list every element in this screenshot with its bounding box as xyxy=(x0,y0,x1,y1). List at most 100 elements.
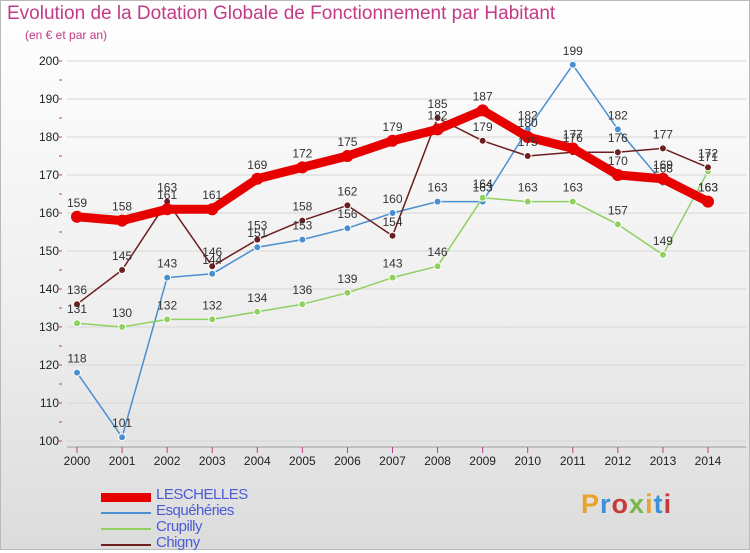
x-tick-label: 2010 xyxy=(514,454,541,468)
data-label-chigny: 179 xyxy=(473,120,493,134)
data-label-crupilly: 136 xyxy=(292,283,312,297)
legend-label: Chigny xyxy=(156,534,200,551)
data-point-chigny xyxy=(208,262,217,271)
data-point-esqueheries xyxy=(118,433,127,442)
x-tick-label: 2006 xyxy=(334,454,361,468)
data-label-leschelles: 158 xyxy=(112,200,132,214)
data-point-crupilly xyxy=(298,300,307,309)
data-label-chigny: 177 xyxy=(653,127,673,141)
data-label-leschelles: 169 xyxy=(247,158,267,172)
data-label-esqueheries: 156 xyxy=(337,207,357,221)
data-label-esqueheries: 118 xyxy=(67,352,86,366)
data-label-chigny: 136 xyxy=(67,283,87,297)
data-point-chigny xyxy=(118,266,127,274)
data-label-esqueheries: 168 xyxy=(653,162,673,176)
data-label-crupilly: 131 xyxy=(67,302,87,316)
grid xyxy=(67,60,746,442)
data-point-leschelles xyxy=(566,142,579,155)
data-label-leschelles: 161 xyxy=(157,188,177,202)
data-point-crupilly xyxy=(433,262,442,271)
data-point-leschelles xyxy=(251,172,264,185)
data-point-crupilly xyxy=(343,288,352,297)
data-label-crupilly: 171 xyxy=(698,150,718,164)
proxiti-logo: Proxiti xyxy=(581,489,672,520)
x-tick-label: 2008 xyxy=(424,454,451,468)
logo-letter: i xyxy=(645,489,654,519)
data-point-esqueheries xyxy=(568,60,577,69)
data-point-leschelles xyxy=(341,150,354,162)
data-point-crupilly xyxy=(388,273,397,282)
data-point-chigny xyxy=(613,148,622,157)
data-point-crupilly xyxy=(613,220,622,229)
y-tick-label: 100 xyxy=(39,434,59,448)
data-label-leschelles: 161 xyxy=(202,188,222,202)
data-point-esqueheries xyxy=(433,197,442,206)
data-label-leschelles: 179 xyxy=(382,120,402,134)
data-label-chigny: 176 xyxy=(563,131,583,145)
data-label-chigny: 185 xyxy=(428,97,448,111)
data-label-esqueheries: 163 xyxy=(473,181,493,195)
data-point-leschelles xyxy=(206,203,219,216)
data-label-crupilly: 132 xyxy=(157,298,177,312)
x-tick-label: 2004 xyxy=(244,454,271,468)
data-point-leschelles xyxy=(611,169,624,181)
data-label-leschelles: 177 xyxy=(563,127,583,141)
data-point-crupilly xyxy=(118,323,127,331)
y-tick-label: 180 xyxy=(39,130,59,144)
data-point-esqueheries xyxy=(73,368,81,377)
x-tick-label: 2014 xyxy=(695,454,722,468)
data-label-chigny: 154 xyxy=(382,215,402,229)
legend-label: LESCHELLES xyxy=(156,486,248,503)
logo-letter: i xyxy=(663,489,673,519)
data-label-esqueheries: 182 xyxy=(608,108,628,122)
data-point-esqueheries xyxy=(163,273,172,282)
legend-swatch xyxy=(101,493,151,502)
data-point-chigny xyxy=(253,235,262,244)
y-tick-label: 130 xyxy=(39,320,59,334)
legend-swatch xyxy=(101,512,151,514)
data-point-chigny xyxy=(298,216,307,225)
data-point-crupilly xyxy=(253,307,262,316)
data-point-esqueheries xyxy=(613,125,622,134)
data-label-crupilly: 163 xyxy=(563,181,583,195)
data-point-chigny xyxy=(704,163,712,172)
data-label-leschelles: 182 xyxy=(428,108,448,122)
data-point-leschelles xyxy=(161,203,174,216)
data-point-chigny xyxy=(388,231,397,240)
axes: 100 110 120 130 140 150 160 170 180 190 200 2000 200… xyxy=(39,54,746,468)
data-label-chigny: 162 xyxy=(337,184,357,198)
data-point-chigny xyxy=(73,300,81,309)
data-label-crupilly: 157 xyxy=(608,203,628,217)
data-label-chigny: 153 xyxy=(247,219,267,233)
data-point-crupilly xyxy=(163,315,172,324)
data-label-leschelles: 169 xyxy=(653,158,673,172)
data-label-crupilly: 146 xyxy=(428,245,448,259)
data-label-leschelles: 172 xyxy=(292,146,312,160)
data-label-leschelles: 180 xyxy=(518,116,538,130)
data-label-crupilly: 130 xyxy=(112,306,132,320)
data-label-leschelles: 159 xyxy=(67,196,87,210)
data-point-leschelles xyxy=(116,214,129,227)
legend-label: Esquéhéries xyxy=(156,502,234,519)
logo-letter: x xyxy=(629,489,646,519)
y-tick-label: 120 xyxy=(39,358,59,372)
y-tick-label: 150 xyxy=(39,244,59,258)
legend-swatch xyxy=(101,528,151,530)
data-label-chigny: 158 xyxy=(292,200,312,214)
data-label-esqueheries: 199 xyxy=(563,44,583,58)
data-label-leschelles: 187 xyxy=(473,89,493,103)
data-point-crupilly xyxy=(73,319,81,328)
x-tick-label: 2012 xyxy=(605,454,632,468)
logo-letter: o xyxy=(611,489,630,519)
data-point-esqueheries xyxy=(208,269,217,278)
data-point-esqueheries xyxy=(343,224,352,233)
data-label-chigny: 145 xyxy=(112,249,132,263)
legend-swatch xyxy=(101,544,151,546)
data-label-crupilly: 139 xyxy=(337,272,357,286)
data-label-chigny: 163 xyxy=(157,181,177,195)
y-tick-label: 110 xyxy=(40,396,59,410)
data-point-leschelles xyxy=(431,123,444,136)
data-label-leschelles: 175 xyxy=(337,135,357,149)
